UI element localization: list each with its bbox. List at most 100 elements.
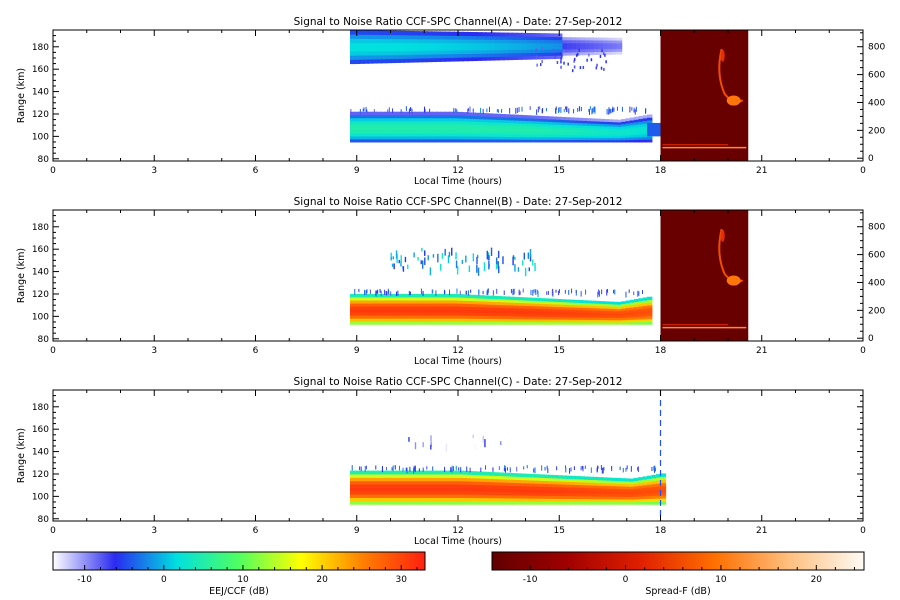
heat-cell — [512, 482, 518, 487]
heat-speck — [515, 107, 517, 114]
x-tick-label: 12 — [452, 346, 463, 356]
heat-cell — [543, 319, 550, 323]
heat-cell — [423, 126, 429, 131]
heat-cell — [504, 318, 511, 322]
heat-cell — [377, 497, 383, 502]
heat-cell — [530, 118, 537, 122]
heat-cell — [427, 135, 433, 140]
heat-cell — [543, 477, 550, 482]
heat-cell — [479, 124, 485, 128]
heat-cell — [492, 116, 498, 120]
heat-cell — [548, 298, 554, 302]
heat-cell — [530, 115, 537, 119]
heat-cell — [496, 125, 502, 129]
heat-speck — [528, 267, 530, 272]
heat-cell — [566, 48, 573, 53]
heat-cell — [602, 490, 608, 494]
heat-speck — [577, 108, 579, 112]
heat-cell — [367, 120, 373, 125]
heat-cell — [512, 494, 518, 499]
heat-speck — [490, 247, 493, 256]
heat-cell — [377, 42, 383, 48]
heat-cell — [595, 305, 601, 309]
heat-speck — [560, 60, 562, 64]
heat-cell — [612, 310, 618, 314]
heat-cell — [380, 321, 386, 325]
heat-cell — [597, 487, 604, 492]
heat-cell — [591, 132, 597, 136]
heat-cell — [483, 304, 489, 308]
heat-cell — [481, 56, 487, 61]
heat-cell — [393, 111, 399, 116]
heat-cell — [422, 490, 428, 495]
heat-cell — [471, 471, 478, 476]
heat-cell — [599, 321, 606, 325]
heat-cell — [498, 494, 505, 499]
heat-cell — [629, 124, 636, 128]
heat-cell — [539, 300, 545, 304]
heat-cell — [413, 38, 419, 44]
heat-cell — [350, 296, 356, 301]
heat-cell — [526, 128, 532, 132]
heat-cell — [458, 46, 465, 51]
heat-cell — [595, 310, 601, 314]
heat-cell — [586, 120, 593, 124]
heat-cell — [489, 494, 496, 499]
heat-cell — [566, 481, 572, 485]
heat-cell — [599, 314, 606, 318]
heat-cell — [598, 45, 605, 50]
heat-cell — [615, 485, 622, 489]
heat-cell — [516, 501, 523, 505]
heat-cell — [539, 489, 545, 493]
heat-cell — [375, 300, 382, 304]
heat-speck — [653, 466, 655, 471]
heat-cell — [522, 318, 528, 323]
heat-cell — [426, 35, 433, 40]
heat-cell — [503, 42, 510, 47]
heat-cell — [595, 118, 601, 122]
heat-cell — [526, 39, 532, 44]
heat-speck — [390, 252, 392, 259]
heat-cell — [548, 39, 555, 44]
heat-cell — [476, 497, 482, 502]
heat-cell — [611, 496, 617, 500]
heat-cell — [423, 306, 429, 310]
heat-cell — [642, 123, 649, 127]
heat-cell — [588, 498, 595, 502]
heat-cell — [562, 36, 569, 41]
heat-cell — [414, 132, 420, 137]
heat-cell — [458, 49, 465, 55]
heat-cell — [579, 501, 586, 505]
heat-cell — [408, 42, 415, 48]
heat-cell — [589, 42, 596, 47]
heat-speck — [406, 467, 408, 474]
heat-cell — [629, 481, 635, 485]
heat-cell — [616, 121, 623, 125]
heat-cell — [589, 51, 596, 56]
heat-cell — [543, 474, 550, 479]
heat-speck — [602, 467, 604, 474]
heat-cell — [591, 139, 597, 143]
heat-cell — [625, 319, 631, 323]
heat-cell — [548, 126, 554, 130]
heat-speck — [420, 260, 422, 265]
heat-cell — [557, 33, 564, 38]
heat-cell — [611, 483, 617, 487]
heat-cell — [467, 490, 473, 495]
heat-cell — [380, 315, 386, 319]
heat-speck — [578, 106, 580, 112]
heat-speck — [500, 441, 502, 446]
heat-cell — [386, 490, 392, 495]
heat-cell — [431, 38, 437, 44]
heat-cell — [595, 120, 601, 124]
heat-cell — [449, 306, 455, 310]
heat-speck — [394, 465, 396, 469]
heat-cell — [367, 312, 373, 316]
heat-speck — [616, 106, 618, 111]
heat-cell — [553, 42, 559, 47]
heat-cell — [399, 46, 406, 52]
heat-speck — [588, 53, 590, 57]
heat-cell — [461, 138, 468, 143]
heat-cell — [393, 123, 399, 128]
heat-cell — [440, 497, 446, 502]
